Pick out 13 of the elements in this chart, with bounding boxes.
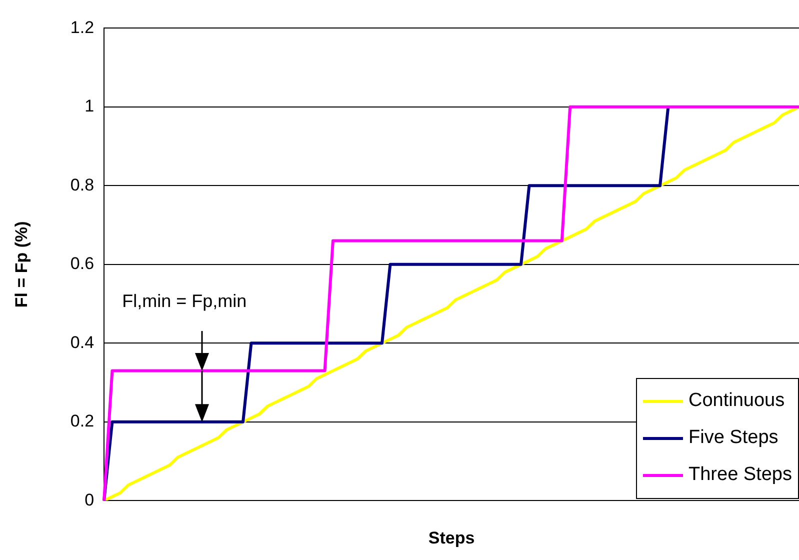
x-axis-title: Steps <box>428 528 475 548</box>
legend-label: Three Steps <box>688 464 792 486</box>
annotation: Fl,min = Fp,min <box>122 290 247 312</box>
y-tick-label: 1 <box>84 96 94 116</box>
y-tick-label: 0.4 <box>70 332 94 352</box>
y-tick-label: 0.6 <box>70 254 94 274</box>
y-tick-label: 0 <box>84 490 94 510</box>
y-tick-label: 0.8 <box>70 175 94 194</box>
y-tick-label: 1.2 <box>70 18 94 37</box>
legend-label: Five Steps <box>688 427 778 450</box>
y-axis-title: Fl = Fp (%) <box>12 221 31 308</box>
y-tick-label: 0.2 <box>70 412 94 431</box>
legend-label: Continuous <box>688 390 785 412</box>
